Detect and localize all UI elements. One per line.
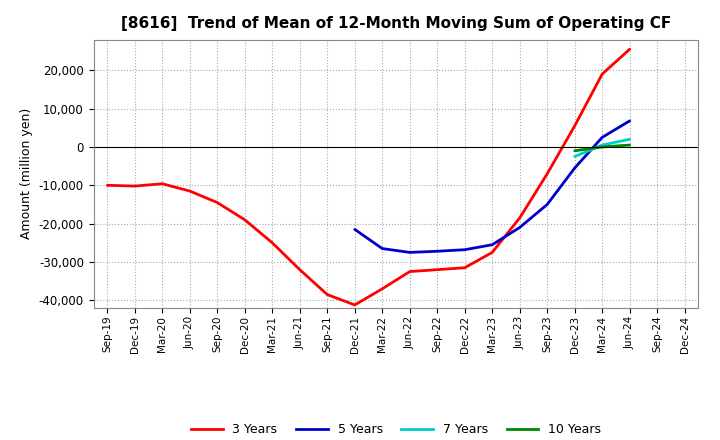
3 Years [158,181,166,187]
5 Years [598,135,606,140]
5 Years [460,247,469,253]
3 Years [240,217,249,223]
3 Years [405,269,414,274]
3 Years [103,183,112,188]
5 Years [405,250,414,255]
3 Years [295,267,304,272]
3 Years [460,265,469,270]
Title: [8616]  Trend of Mean of 12-Month Moving Sum of Operating CF: [8616] Trend of Mean of 12-Month Moving … [121,16,671,32]
5 Years [516,225,524,230]
5 Years [433,249,441,254]
3 Years [130,183,139,189]
5 Years [351,227,359,232]
3 Years [213,200,222,205]
3 Years [323,292,332,297]
Legend: 3 Years, 5 Years, 7 Years, 10 Years: 3 Years, 5 Years, 7 Years, 10 Years [186,418,606,440]
Line: 5 Years: 5 Years [355,121,630,253]
Line: 3 Years: 3 Years [107,49,630,305]
3 Years [433,267,441,272]
3 Years [268,240,276,246]
3 Years [598,71,606,77]
10 Years [570,148,579,154]
5 Years [378,246,387,251]
10 Years [626,143,634,148]
3 Years [570,123,579,128]
5 Years [626,118,634,124]
5 Years [488,242,497,247]
3 Years [186,188,194,194]
5 Years [543,202,552,207]
5 Years [570,165,579,171]
Line: 10 Years: 10 Years [575,145,630,151]
3 Years [351,302,359,308]
7 Years [570,154,579,159]
Line: 7 Years: 7 Years [575,139,630,157]
10 Years [598,144,606,150]
7 Years [598,143,606,148]
3 Years [543,171,552,176]
3 Years [516,215,524,220]
3 Years [378,286,387,291]
3 Years [488,250,497,255]
Y-axis label: Amount (million yen): Amount (million yen) [20,108,33,239]
7 Years [626,137,634,142]
3 Years [626,47,634,52]
